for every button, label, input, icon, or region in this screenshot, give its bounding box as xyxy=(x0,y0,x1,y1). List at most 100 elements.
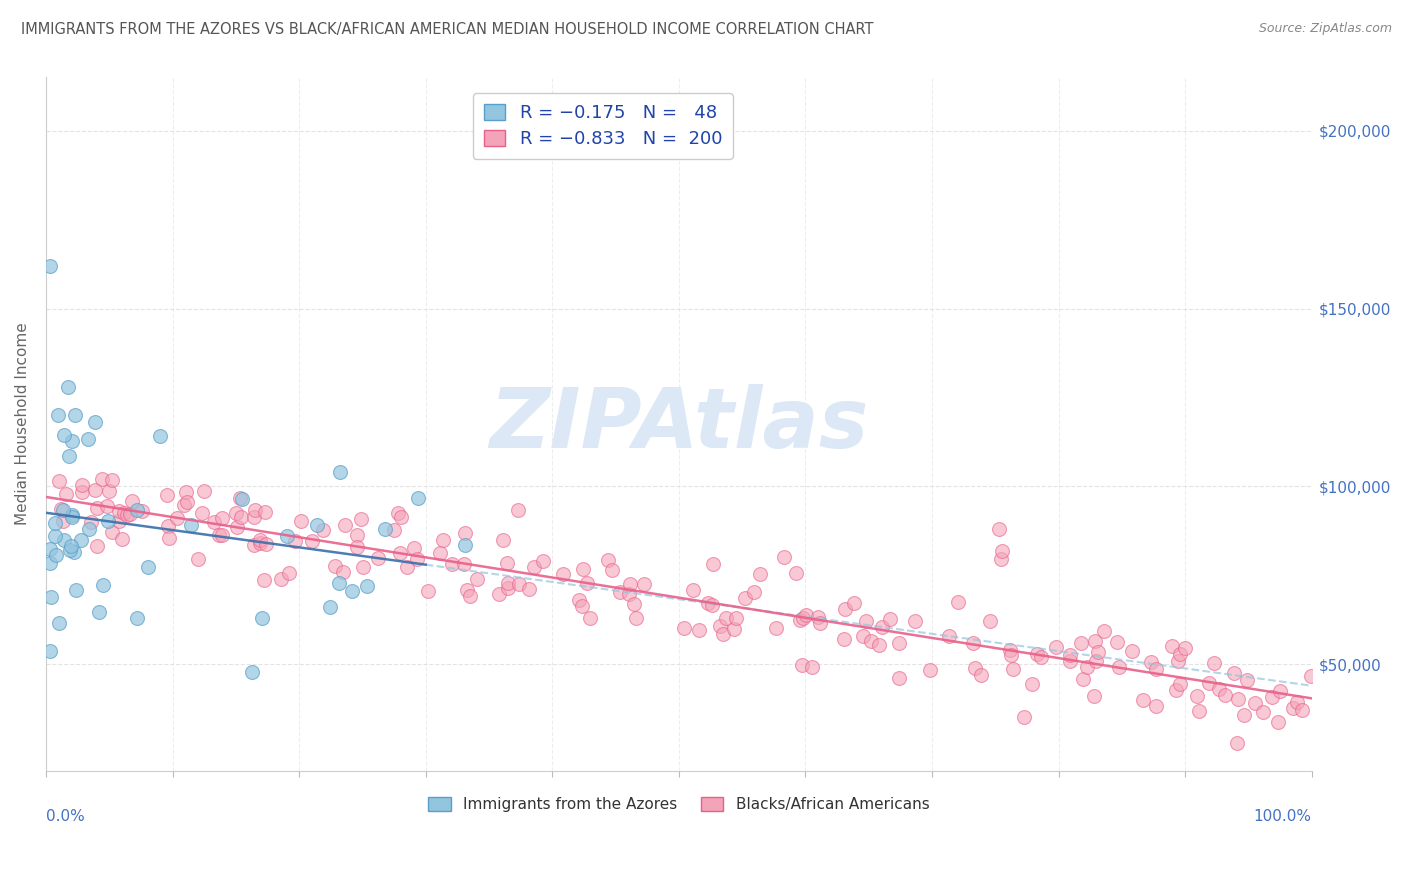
Point xyxy=(868,638,890,652)
Point xyxy=(229,509,252,524)
Legend: Immigrants from the Azores, Blacks/African Americans: Immigrants from the Azores, Blacks/Afric… xyxy=(422,791,935,819)
Point xyxy=(1073,672,1095,686)
Point xyxy=(1236,673,1258,687)
Point xyxy=(83,415,105,429)
Point xyxy=(1233,707,1256,722)
Point xyxy=(112,506,135,520)
Point xyxy=(77,522,100,536)
Point xyxy=(1087,645,1109,659)
Point xyxy=(458,589,481,603)
Point xyxy=(1291,703,1313,717)
Point xyxy=(52,503,75,517)
Point xyxy=(794,607,817,622)
Point xyxy=(855,614,877,628)
Point xyxy=(44,516,66,531)
Point xyxy=(454,538,477,552)
Point xyxy=(111,532,134,546)
Point xyxy=(1144,699,1167,714)
Point xyxy=(211,511,233,525)
Point xyxy=(1299,669,1322,683)
Point xyxy=(624,611,647,625)
Point xyxy=(136,559,159,574)
Point xyxy=(872,620,894,634)
Point xyxy=(346,540,368,554)
Point xyxy=(1031,650,1053,665)
Point xyxy=(48,615,70,630)
Point xyxy=(391,510,413,524)
Point xyxy=(1105,635,1128,649)
Point xyxy=(211,528,233,542)
Point xyxy=(245,503,267,517)
Point xyxy=(53,533,76,547)
Point xyxy=(517,582,540,596)
Point xyxy=(97,484,120,499)
Point xyxy=(697,596,720,610)
Point xyxy=(101,473,124,487)
Point xyxy=(312,524,335,538)
Point xyxy=(226,520,249,534)
Point xyxy=(374,523,396,537)
Point xyxy=(1059,654,1081,668)
Point xyxy=(1204,656,1226,670)
Point xyxy=(1076,659,1098,673)
Point xyxy=(240,665,263,679)
Point xyxy=(619,577,641,591)
Point xyxy=(318,599,340,614)
Point xyxy=(225,506,247,520)
Text: ZIPAtlas: ZIPAtlas xyxy=(489,384,869,465)
Point xyxy=(832,632,855,647)
Point xyxy=(51,501,73,516)
Point xyxy=(93,578,115,592)
Point xyxy=(231,492,253,507)
Point xyxy=(998,642,1021,657)
Point xyxy=(79,516,101,530)
Text: Source: ZipAtlas.com: Source: ZipAtlas.com xyxy=(1258,22,1392,36)
Point xyxy=(1002,662,1025,676)
Point xyxy=(173,498,195,512)
Point xyxy=(1132,693,1154,707)
Point xyxy=(742,585,765,599)
Point xyxy=(253,574,276,588)
Point xyxy=(682,583,704,598)
Point xyxy=(808,615,831,630)
Point xyxy=(156,488,179,502)
Point xyxy=(842,596,865,610)
Point xyxy=(1168,647,1191,661)
Point xyxy=(1168,677,1191,691)
Point xyxy=(59,539,82,553)
Point xyxy=(990,552,1012,566)
Point xyxy=(576,576,599,591)
Point xyxy=(772,549,794,564)
Point xyxy=(429,546,451,560)
Point xyxy=(55,487,77,501)
Point xyxy=(187,551,209,566)
Point xyxy=(602,562,624,576)
Point xyxy=(432,533,454,547)
Point xyxy=(60,434,83,448)
Point xyxy=(702,557,724,571)
Point xyxy=(785,566,807,580)
Point xyxy=(335,518,357,533)
Point xyxy=(44,529,66,543)
Point xyxy=(1227,691,1250,706)
Point xyxy=(1045,640,1067,655)
Point xyxy=(633,577,655,591)
Point xyxy=(63,545,86,559)
Point xyxy=(523,560,546,574)
Point xyxy=(38,542,60,557)
Point xyxy=(938,629,960,643)
Point xyxy=(531,554,554,568)
Point xyxy=(45,548,67,562)
Point xyxy=(100,525,122,540)
Point xyxy=(1164,682,1187,697)
Text: IMMIGRANTS FROM THE AZORES VS BLACK/AFRICAN AMERICAN MEDIAN HOUSEHOLD INCOME COR: IMMIGRANTS FROM THE AZORES VS BLACK/AFRI… xyxy=(21,22,873,37)
Point xyxy=(229,491,252,505)
Point xyxy=(918,663,941,677)
Point xyxy=(807,609,830,624)
Point xyxy=(121,494,143,508)
Point xyxy=(190,507,212,521)
Point xyxy=(395,559,418,574)
Point xyxy=(734,591,756,605)
Text: 100.0%: 100.0% xyxy=(1254,809,1312,824)
Point xyxy=(127,502,149,516)
